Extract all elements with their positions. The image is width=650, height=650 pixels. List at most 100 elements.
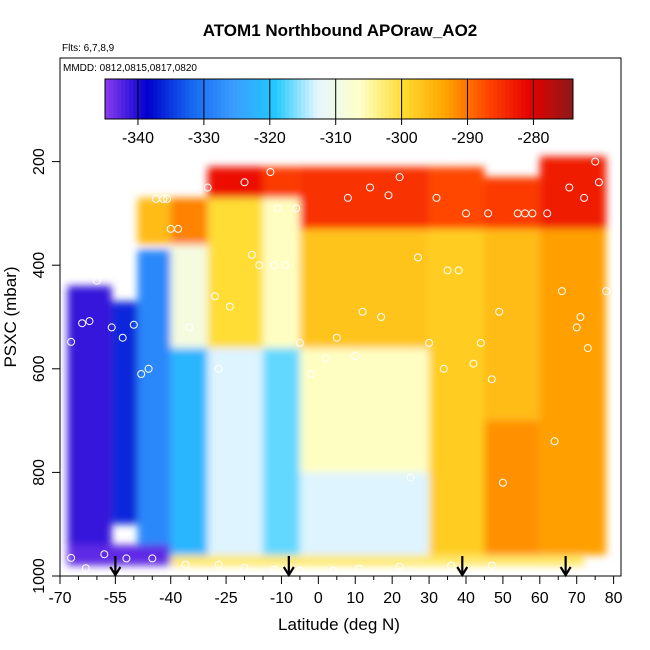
x-tick-label-0: -70 [48, 590, 71, 607]
colorbar-cell-111 [549, 79, 554, 119]
heat-cell-15 [299, 228, 430, 348]
colorbar-cell-64 [361, 79, 366, 119]
sample-point-50 [487, 375, 496, 384]
colorbar-cell-98 [497, 79, 502, 119]
colorbar-tick-label-3: -310 [320, 130, 352, 147]
sample-point-44 [450, 152, 459, 161]
heat-cell-21 [484, 228, 540, 421]
colorbar-cell-75 [405, 79, 410, 119]
sample-point-67 [67, 553, 76, 562]
colorbar-cell-37 [253, 79, 258, 119]
sample-point-17 [214, 364, 223, 373]
colorbar-cell-46 [289, 79, 294, 119]
sample-point-24 [273, 204, 282, 213]
x-tick-label-7: 20 [383, 590, 401, 607]
sample-point-80 [447, 561, 456, 570]
colorbar-cell-76 [409, 79, 414, 119]
sample-point-62 [580, 193, 589, 202]
heat-cell-22 [484, 420, 540, 556]
colorbar-cell-115 [565, 79, 570, 119]
chart-title: ATOM1 Northbound APOraw_AO2 [203, 21, 478, 40]
heat-cell-24 [539, 228, 607, 556]
sample-point-20 [247, 250, 256, 259]
colorbar-cell-81 [429, 79, 434, 119]
heat-cell-12 [263, 197, 300, 349]
colorbar-cell-107 [533, 79, 538, 119]
colorbar-tick-label-2: -320 [254, 130, 286, 147]
sample-point-72 [181, 560, 190, 569]
x-axis-label: Latitude (deg N) [278, 615, 400, 634]
colorbar-cell-54 [321, 79, 326, 119]
colorbar-cell-18 [177, 79, 182, 119]
sample-point-64 [591, 157, 600, 166]
heat-cell-6 [170, 244, 208, 349]
sample-point-31 [343, 193, 352, 202]
sample-point-14 [185, 323, 194, 332]
colorbar-cell-30 [225, 79, 230, 119]
x-tick-label-5: 0 [314, 590, 323, 607]
sample-point-55 [528, 209, 537, 218]
colorbar-cell-78 [417, 79, 422, 119]
colorbar-cell-0 [105, 79, 110, 119]
colorbar-tick-label-1: -330 [188, 130, 220, 147]
sample-point-45 [454, 266, 463, 275]
sample-point-6 [129, 320, 138, 329]
colorbar-cell-67 [373, 79, 378, 119]
colorbar-cell-16 [169, 79, 174, 119]
sample-point-19 [240, 178, 249, 187]
x-tick-label-12: 70 [568, 590, 586, 607]
y-axis: 200 400 600 800 1000 [31, 148, 61, 594]
x-tick-label-11: 60 [531, 590, 549, 607]
colorbar-cell-6 [129, 79, 134, 119]
heat-cell-0 [67, 285, 112, 566]
profile-arrow-2 [456, 556, 469, 578]
y-axis-label: PSXC (mbar) [1, 266, 20, 367]
colorbar-cell-24 [201, 79, 206, 119]
y-tick-label-3: 800 [31, 459, 48, 486]
sample-point-74 [240, 563, 249, 572]
profile-arrows [109, 556, 572, 578]
colorbar-cell-36 [249, 79, 254, 119]
heat-cell-2 [137, 249, 171, 556]
colorbar-cell-60 [345, 79, 350, 119]
y-tick-label-1: 400 [31, 252, 48, 279]
x-axis: -70 -55 -40 -25 -10 0 10 20 30 40 50 60 70 80 [48, 575, 623, 607]
sample-point-16 [211, 292, 219, 301]
colorbar-cell-113 [557, 79, 562, 119]
colorbar-cell-42 [273, 79, 278, 119]
colorbar-cell-82 [433, 79, 438, 119]
x-tick-label-13: 80 [605, 590, 623, 607]
colorbar-cell-51 [309, 79, 314, 119]
sample-point-42 [439, 364, 448, 373]
colorbar-cell-2 [113, 79, 118, 119]
heat-cell-23 [539, 156, 607, 229]
colorbar-cell-86 [449, 79, 454, 119]
sample-point-58 [557, 287, 566, 296]
colorbar-tick-label-6: -280 [517, 130, 549, 147]
sample-point-11 [163, 194, 171, 203]
colorbar-cell-109 [541, 79, 546, 119]
colorbar-cell-56 [329, 79, 334, 119]
colorbar-cell-48 [297, 79, 302, 119]
colorbar-cell-59 [341, 79, 346, 119]
colorbar-cell-12 [153, 79, 158, 119]
colorbar-cell-68 [377, 79, 382, 119]
colorbar-cell-25 [205, 79, 210, 119]
colorbar-cell-9 [141, 79, 146, 119]
colorbar-cell-77 [413, 79, 418, 119]
heat-cell-17 [299, 472, 430, 556]
sample-point-61 [576, 313, 585, 321]
sample-point-15 [203, 183, 212, 192]
sample-point-73 [214, 560, 223, 569]
sample-point-76 [295, 566, 304, 575]
heat-cell-4 [137, 197, 171, 245]
colorbar-border [104, 78, 574, 120]
colorbar-cell-104 [521, 79, 526, 119]
colorbar-cell-73 [397, 79, 402, 119]
x-tick-label-6: 10 [346, 590, 364, 607]
colorbar-cell-105 [525, 79, 530, 119]
sample-point-81 [487, 561, 496, 570]
sample-point-0 [67, 337, 76, 346]
sample-point-22 [266, 168, 275, 176]
